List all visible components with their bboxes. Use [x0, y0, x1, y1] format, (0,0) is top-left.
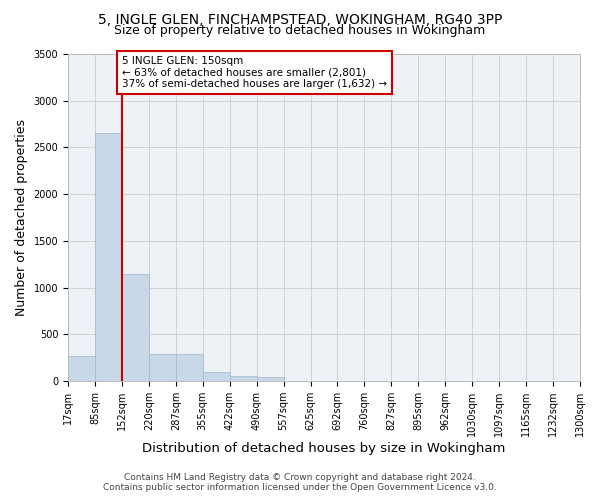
Text: 5, INGLE GLEN, FINCHAMPSTEAD, WOKINGHAM, RG40 3PP: 5, INGLE GLEN, FINCHAMPSTEAD, WOKINGHAM,… — [98, 12, 502, 26]
Bar — [230, 376, 257, 381]
Bar — [257, 378, 284, 381]
Bar — [149, 354, 176, 381]
Bar — [203, 372, 230, 381]
Bar — [68, 356, 95, 381]
Text: Size of property relative to detached houses in Wokingham: Size of property relative to detached ho… — [115, 24, 485, 37]
Text: Contains HM Land Registry data © Crown copyright and database right 2024.
Contai: Contains HM Land Registry data © Crown c… — [103, 473, 497, 492]
Bar — [176, 354, 203, 381]
Bar — [95, 134, 122, 381]
Text: 5 INGLE GLEN: 150sqm
← 63% of detached houses are smaller (2,801)
37% of semi-de: 5 INGLE GLEN: 150sqm ← 63% of detached h… — [122, 56, 387, 89]
Y-axis label: Number of detached properties: Number of detached properties — [15, 119, 28, 316]
X-axis label: Distribution of detached houses by size in Wokingham: Distribution of detached houses by size … — [142, 442, 506, 455]
Bar — [122, 274, 149, 381]
